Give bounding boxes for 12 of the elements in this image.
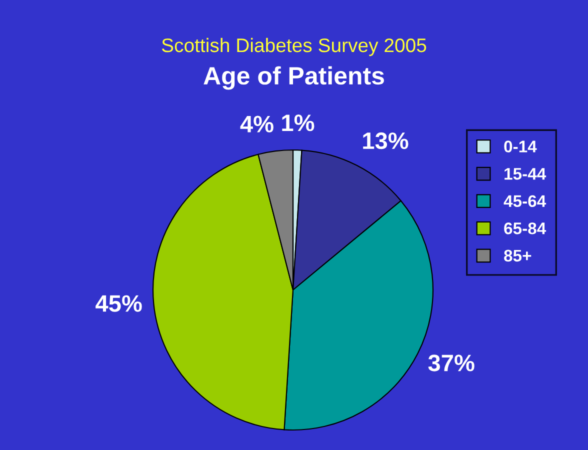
data-label: 1% [282,114,314,132]
chart-title: Scottish Diabetes Survey 2005 [162,38,426,56]
legend-label: 15-44 [504,168,546,180]
data-label: 13% [363,132,408,150]
data-label: 37% [428,354,474,372]
chart-subtitle: Age of Patients [204,66,384,90]
legend-label: 45-64 [504,195,546,208]
legend-label: 85+ [504,250,532,262]
data-label: 4% [240,116,274,132]
legend-label: 65-84 [504,222,546,234]
legend-label: 0-14 [504,140,537,152]
data-label: 45% [96,295,142,312]
